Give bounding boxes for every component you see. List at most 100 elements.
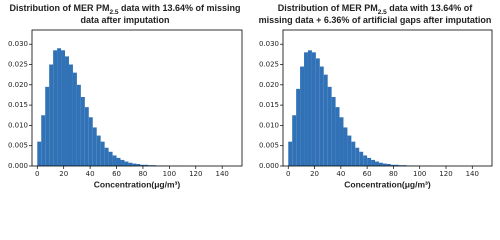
y-tick-label: 0.025: [259, 61, 279, 69]
bar: [37, 141, 42, 166]
bar: [136, 163, 141, 166]
x-tick-label: 20: [310, 170, 319, 178]
x-tick-label: 120: [189, 170, 202, 178]
bar: [382, 163, 387, 166]
x-tick-label: 140: [216, 170, 229, 178]
x-tick-label: 20: [59, 170, 68, 178]
bar: [61, 50, 66, 166]
title-part: missing data + 6.36% of artificial gaps …: [259, 15, 492, 25]
title-part: Distribution of MER PM: [278, 3, 378, 13]
bar: [402, 165, 407, 166]
title-part: data with 13.64% of missing: [119, 3, 241, 13]
bar: [300, 66, 305, 166]
bar: [343, 127, 348, 166]
title-part: 2.5: [378, 9, 387, 16]
x-tick-label: 80: [138, 170, 147, 178]
bar: [41, 115, 46, 166]
bar: [144, 164, 149, 166]
bar: [355, 147, 360, 166]
bar: [292, 115, 297, 166]
bar: [331, 96, 336, 166]
bar: [307, 50, 312, 166]
bar: [378, 162, 383, 166]
bar: [152, 165, 157, 166]
plot-frame: [31, 29, 243, 167]
bar: [65, 56, 69, 166]
x-tick-label: 100: [413, 170, 426, 178]
bar: [92, 127, 97, 166]
bar: [375, 161, 379, 166]
y-tick-label: 0.020: [259, 81, 279, 89]
bar: [140, 164, 145, 166]
title-part: data with 13.64% of: [387, 3, 474, 13]
y-tick-label: 0.025: [8, 61, 28, 69]
x-tick-label: 80: [389, 170, 398, 178]
y-tick-label: 0.000: [259, 162, 279, 170]
bar: [148, 165, 153, 166]
y-tick-label: 0.015: [8, 101, 28, 109]
title-part: data after imputation: [80, 15, 169, 25]
bar: [116, 157, 121, 166]
y-tick-label: 0.005: [8, 142, 28, 150]
bar: [68, 64, 73, 166]
x-tick-label: 60: [112, 170, 121, 178]
chart-title: data after imputation: [80, 15, 169, 25]
bar: [84, 107, 89, 166]
y-tick-label: 0.030: [259, 40, 279, 48]
bar: [315, 58, 320, 167]
bar: [319, 66, 324, 166]
y-tick-label: 0.010: [8, 121, 28, 129]
bar: [390, 164, 395, 166]
bar: [49, 64, 54, 166]
y-tick-label: 0.020: [8, 81, 28, 89]
bar: [339, 117, 344, 166]
y-tick-label: 0.000: [8, 162, 28, 170]
x-axis-label: Concentration(μg/m³): [344, 179, 431, 189]
x-tick-label: 40: [86, 170, 95, 178]
bar: [351, 141, 356, 166]
x-tick-label: 100: [163, 170, 176, 178]
bar: [335, 107, 340, 166]
bar: [120, 159, 125, 166]
bar: [108, 151, 113, 166]
bar: [104, 147, 109, 166]
bar: [132, 163, 137, 166]
bar: [327, 86, 332, 166]
chart-title: missing data + 6.36% of artificial gaps …: [259, 15, 492, 25]
y-tick-label: 0.010: [259, 121, 279, 129]
bar: [398, 165, 403, 166]
chart-title: Distribution of MER PM2.5 data with 13.6…: [9, 3, 240, 16]
y-tick-label: 0.015: [259, 101, 279, 109]
figure: Distribution of MER PM2.5 data with 13.6…: [8, 3, 493, 189]
bar: [100, 141, 105, 166]
bar: [288, 141, 293, 166]
plot-frame: [282, 29, 493, 167]
bar: [304, 52, 308, 167]
x-tick-label: 0: [286, 170, 290, 178]
bar: [124, 161, 129, 166]
bar: [80, 96, 85, 166]
x-axis-label: Concentration(μg/m³): [94, 179, 181, 189]
bar: [128, 162, 133, 166]
x-tick-label: 140: [466, 170, 479, 178]
bar: [45, 86, 50, 166]
bar: [347, 135, 352, 166]
bar: [96, 135, 101, 166]
title-part: 2.5: [109, 9, 118, 16]
bar: [363, 155, 368, 166]
bar: [359, 151, 364, 166]
x-tick-label: 120: [439, 170, 452, 178]
bar: [76, 84, 81, 166]
bar: [371, 159, 376, 166]
bar: [386, 163, 391, 166]
bar: [57, 48, 62, 166]
bar: [112, 155, 117, 166]
title-part: Distribution of MER PM: [9, 3, 109, 13]
bar: [394, 164, 399, 166]
bar: [88, 117, 93, 166]
chart-title: Distribution of MER PM2.5 data with 13.6…: [278, 3, 474, 16]
bar: [296, 88, 301, 166]
x-tick-label: 0: [35, 170, 39, 178]
x-tick-label: 40: [336, 170, 345, 178]
bar: [311, 52, 316, 167]
